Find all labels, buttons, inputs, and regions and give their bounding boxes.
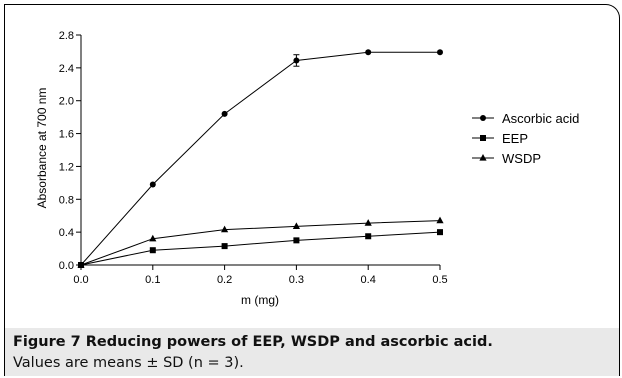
- caption-text: Values are means ± SD (n = 3).: [13, 355, 244, 371]
- data-point: [293, 237, 300, 244]
- legend-marker: [480, 115, 486, 121]
- caption-title: Figure 7 Reducing powers of EEP, WSDP an…: [13, 334, 493, 350]
- data-point: [365, 233, 372, 240]
- y-tick-label: 2.0: [59, 96, 74, 108]
- data-point: [437, 229, 443, 236]
- data-point: [437, 49, 443, 56]
- data-point: [364, 219, 372, 226]
- data-point: [149, 247, 156, 254]
- y-tick-label: 0.8: [59, 194, 74, 206]
- y-tick-label: 0.0: [59, 260, 74, 272]
- x-tick-label: 0.5: [432, 274, 447, 286]
- data-point: [365, 49, 372, 56]
- series-line: [80, 231, 441, 266]
- series-line: [80, 220, 441, 266]
- series-eep: [78, 229, 443, 268]
- chart-legend: Ascorbic acid EEP WSDP: [472, 111, 579, 166]
- y-tick-label: 0.4: [59, 227, 74, 239]
- x-tick-label: 0.1: [145, 274, 160, 286]
- data-point: [221, 225, 229, 233]
- x-tick-label: 0.3: [289, 274, 304, 286]
- series-wsdp: [77, 216, 444, 268]
- series-line: [80, 51, 440, 266]
- data-point: [292, 222, 300, 229]
- figure-caption-box: Figure 7 Reducing powers of EEP, WSDP an…: [5, 328, 619, 376]
- chart-axes: 0.0 0.1 0.2 0.3 0.4 0.5 0.0 0.4 0.8 1.2 1.6 2.0 2.4 2…: [59, 30, 448, 286]
- x-tick-label: 0.0: [73, 274, 88, 286]
- data-point: [221, 110, 228, 117]
- legend-marker: [479, 154, 487, 161]
- legend-label: EEP: [502, 131, 528, 146]
- figure-frame: [4, 4, 620, 376]
- legend-item: WSDP: [472, 151, 541, 166]
- y-tick-label: 2.4: [59, 63, 74, 75]
- legend-item: EEP: [472, 131, 528, 146]
- chart-series: [77, 49, 444, 268]
- y-tick-label: 2.8: [59, 30, 74, 42]
- data-point: [77, 261, 85, 268]
- data-point: [293, 57, 300, 64]
- y-tick-label: 1.2: [59, 161, 74, 173]
- data-point: [436, 216, 444, 224]
- x-tick-label: 0.2: [217, 274, 232, 286]
- legend-label: WSDP: [502, 151, 541, 166]
- data-point: [149, 181, 156, 188]
- legend-marker: [480, 135, 486, 141]
- figure-caption: Figure 7 Reducing powers of EEP, WSDP an…: [13, 332, 613, 374]
- data-point: [221, 243, 228, 250]
- legend-item: Ascorbic acid: [472, 111, 579, 126]
- data-point: [149, 234, 157, 242]
- x-axis-title: m (mg): [241, 293, 279, 307]
- y-axis-title: Absorbance at 700 nm: [35, 88, 49, 209]
- y-tick-label: 1.6: [59, 129, 74, 141]
- legend-label: Ascorbic acid: [502, 111, 579, 126]
- series-ascorbic-acid: [78, 49, 443, 268]
- x-tick-label: 0.4: [361, 274, 376, 286]
